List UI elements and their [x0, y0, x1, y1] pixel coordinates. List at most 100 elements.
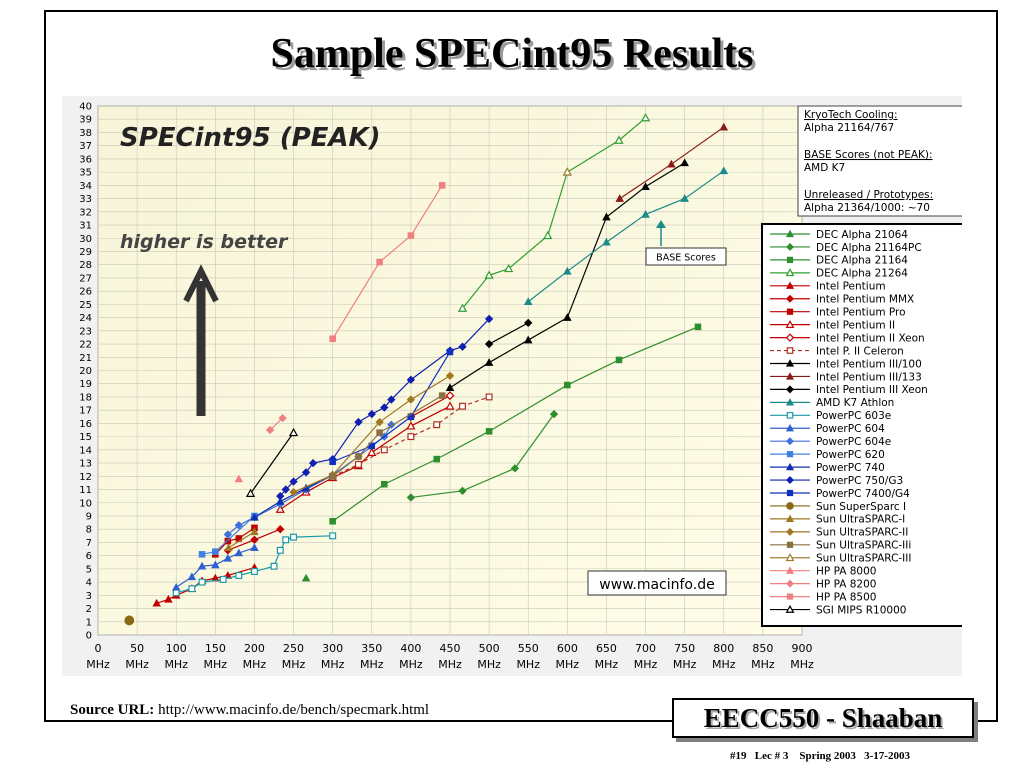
legend-marker — [786, 527, 794, 536]
legend-item: PowerPC 620 — [770, 449, 885, 461]
series-line — [250, 432, 295, 494]
y-tick-label: 22 — [79, 340, 92, 351]
data-point — [381, 480, 388, 488]
legend-label: PowerPC 603e — [816, 410, 891, 422]
data-point — [376, 258, 383, 266]
x-tick-unit: MHz — [125, 658, 149, 671]
data-point — [387, 395, 396, 404]
legend-box — [761, 223, 962, 627]
x-tick-label: 200 — [244, 642, 265, 655]
y-tick-label: 4 — [86, 578, 92, 589]
data-point — [485, 428, 493, 435]
x-tick-label: 400 — [400, 642, 421, 655]
legend-marker — [785, 268, 795, 277]
legend-item: HP PA 8200 — [770, 578, 876, 590]
data-point — [367, 447, 377, 456]
y-tick-label: 14 — [79, 445, 92, 456]
y-tick-label: 37 — [79, 141, 92, 152]
legend-item: Sun UltraSPARC-III — [770, 553, 911, 565]
data-point — [234, 521, 243, 530]
data-point — [602, 237, 611, 246]
legend-marker — [785, 333, 795, 342]
x-tick-unit: MHz — [790, 658, 814, 671]
footer-line: #19 Lec # 3 Spring 2003 3-17-2003 — [730, 750, 910, 762]
data-point — [275, 504, 285, 513]
y-tick-label: 10 — [79, 498, 92, 509]
data-point — [355, 453, 362, 460]
source-url: http://www.macinfo.de/bench/specmark.htm… — [158, 702, 430, 718]
x-tick-unit: MHz — [86, 658, 110, 671]
data-point — [445, 371, 455, 380]
data-point — [459, 402, 466, 410]
data-point — [407, 433, 415, 441]
x-tick-label: 600 — [557, 642, 578, 655]
data-point — [124, 615, 135, 626]
legend-item: PowerPC 750/G3 — [770, 475, 903, 487]
y-tick-label: 32 — [79, 207, 92, 218]
y-tick-label: 13 — [79, 459, 92, 470]
data-point — [484, 358, 494, 366]
series-line — [332, 185, 443, 340]
legend-marker — [786, 347, 794, 354]
legend-item: DEC Alpha 21064 — [770, 229, 908, 241]
y-tick-label: 17 — [79, 406, 92, 417]
data-point — [308, 458, 318, 468]
x-tick-label: 650 — [596, 642, 617, 655]
legend-marker — [786, 294, 794, 303]
series-26 — [234, 474, 244, 483]
x-tick-unit: MHz — [516, 658, 540, 671]
legend-marker — [786, 411, 794, 419]
series-15 — [171, 543, 259, 591]
note-heading: Unreleased / Prototypes: — [804, 189, 933, 201]
legend-label: PowerPC 740 — [816, 462, 885, 474]
x-tick-unit: MHz — [164, 658, 188, 671]
data-point — [188, 585, 196, 593]
legend-marker — [786, 476, 794, 485]
legend-label: PowerPC 604 — [816, 423, 885, 435]
legend-item: AMD K7 Athlon — [770, 397, 894, 409]
legend-label: Intel Pentium MMX — [816, 294, 914, 306]
base-scores-label: BASE Scores — [656, 253, 716, 264]
legend-marker — [785, 604, 795, 613]
data-point — [281, 485, 290, 494]
legend-item: DEC Alpha 21164 — [770, 255, 908, 267]
data-point — [367, 409, 376, 419]
legend-item: Sun UltraSPARC-II — [770, 527, 908, 539]
x-tick-label: 900 — [792, 642, 813, 655]
data-point — [152, 598, 161, 607]
note-text: Alpha 21164/767 — [804, 122, 894, 134]
legend-label: Intel Pentium III/133 — [816, 371, 922, 383]
legend-label: Intel Pentium II Xeon — [816, 332, 925, 344]
data-point — [250, 527, 259, 536]
data-point — [197, 561, 207, 570]
y-tick-label: 5 — [86, 564, 92, 575]
data-point — [562, 167, 572, 176]
y-tick-label: 16 — [79, 419, 92, 430]
data-point — [289, 488, 298, 497]
legend-item: Intel Pentium Pro — [770, 307, 906, 319]
y-tick-label: 39 — [79, 115, 92, 126]
data-point — [265, 425, 275, 435]
legend-item: PowerPC 740 — [770, 462, 885, 474]
data-point — [380, 403, 389, 412]
data-point — [564, 381, 571, 389]
data-point — [329, 458, 336, 466]
x-tick-labels: 0 MHz 50 MHz 100 MHz 150 MHz 200 MHz 250 MHz 300 MHz 3… — [86, 642, 814, 671]
data-point — [484, 339, 494, 349]
data-point — [406, 493, 416, 502]
x-tick-unit: MHz — [712, 658, 736, 671]
data-point — [270, 562, 278, 570]
legend-label: PowerPC 620 — [816, 449, 885, 461]
x-tick-unit: MHz — [595, 658, 619, 671]
legend-marker — [786, 437, 794, 446]
legend-label: DEC Alpha 21264 — [816, 268, 908, 280]
series-13 — [523, 166, 729, 306]
y-tick-label: 9 — [86, 511, 92, 522]
data-point — [407, 232, 415, 239]
data-point — [234, 474, 244, 483]
y-tick-labels: 0123456789101112131415161718192021222324… — [79, 102, 92, 642]
data-point — [406, 375, 416, 384]
legend-marker — [785, 372, 795, 380]
series-11 — [615, 122, 729, 202]
